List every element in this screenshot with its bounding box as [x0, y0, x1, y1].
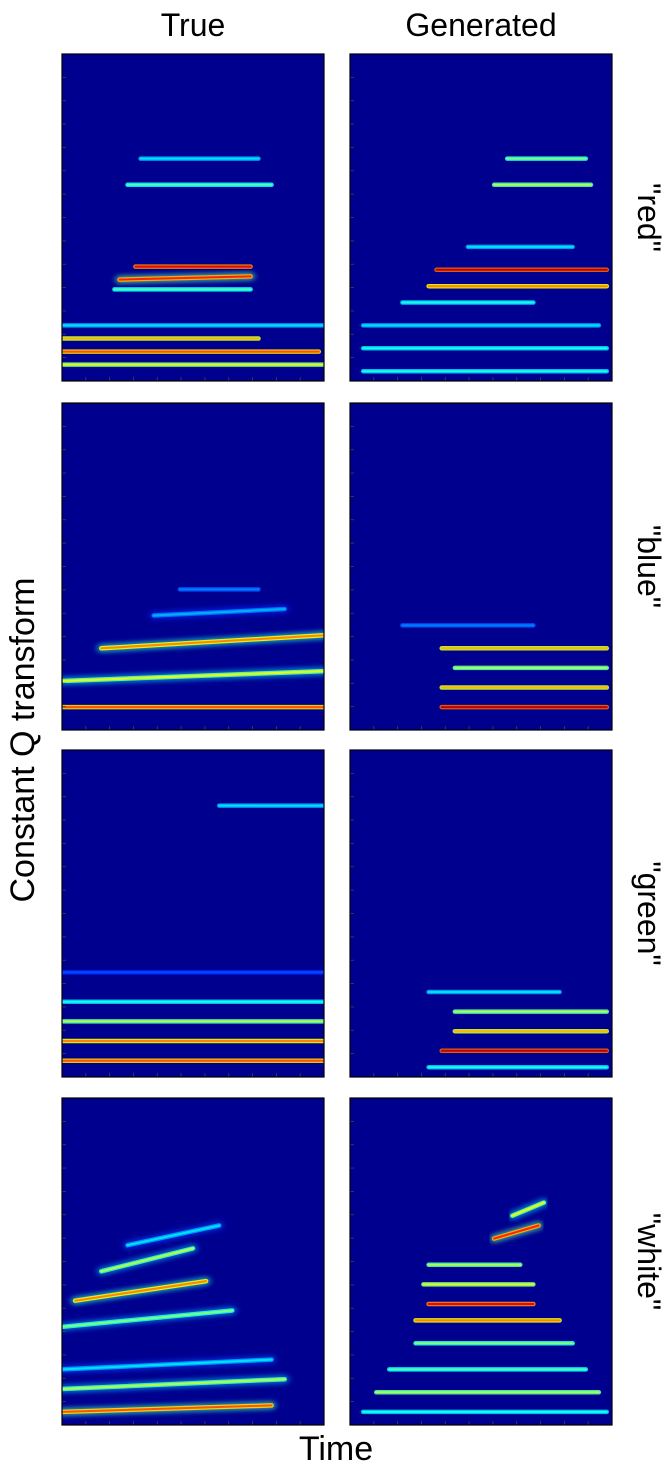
- panel-ticks: [350, 772, 589, 1077]
- panel-white-generated: [349, 1097, 613, 1426]
- y-axis-label: Constant Q transform: [4, 577, 42, 902]
- panel-white-true: [61, 1097, 325, 1426]
- spectral-band: [507, 1198, 549, 1221]
- panel-frame: [349, 1097, 613, 1426]
- spectral-band: [70, 1276, 211, 1306]
- spectral-band: [62, 1355, 277, 1374]
- panel-background: [62, 750, 324, 1077]
- spectral-band: [62, 1400, 277, 1417]
- panel-frame: [61, 1097, 325, 1426]
- panel-bands: [358, 1198, 612, 1417]
- panel-background: [350, 54, 612, 381]
- panel-bands: [62, 154, 324, 370]
- spectral-band: [149, 604, 290, 620]
- column-titles: True Generated: [161, 7, 557, 43]
- panel-ticks: [350, 425, 589, 730]
- panel-blue-generated: [349, 402, 613, 731]
- spectral-band: [62, 666, 324, 686]
- panel-blue-true: [61, 402, 325, 731]
- column-title-generated: Generated: [405, 7, 556, 43]
- panel-background: [350, 403, 612, 730]
- x-axis-label: Time: [299, 1430, 373, 1468]
- row-label-red: "red": [631, 183, 667, 252]
- spectral-band: [62, 1306, 237, 1332]
- panel-ticks: [350, 1120, 589, 1425]
- panel-ticks: [62, 425, 301, 730]
- panel-bands: [62, 801, 324, 1066]
- panels: [61, 53, 613, 1426]
- panel-frame: [61, 402, 325, 731]
- panel-red-true: [61, 53, 325, 382]
- row-label-green: "green": [631, 861, 667, 966]
- panel-green-true: [61, 749, 325, 1078]
- column-title-true: True: [161, 7, 226, 43]
- panel-ticks: [62, 772, 301, 1077]
- spectral-band: [62, 1374, 290, 1394]
- panel-bands: [358, 154, 612, 376]
- spectral-band: [123, 1221, 224, 1250]
- panel-ticks: [350, 76, 589, 381]
- panel-frame: [61, 749, 325, 1078]
- row-labels: "red" "blue" "green" "white": [631, 183, 667, 1310]
- spectral-band: [115, 271, 256, 285]
- panel-red-generated: [349, 53, 613, 382]
- panel-frame: [61, 53, 325, 382]
- spectral-band: [96, 630, 324, 653]
- panel-bands: [424, 987, 612, 1072]
- panel-bands: [62, 584, 324, 712]
- spectral-band: [489, 1221, 544, 1244]
- row-label-blue: "blue": [631, 525, 667, 608]
- panel-background: [350, 750, 612, 1077]
- panel-green-generated: [349, 749, 613, 1078]
- panel-frame: [349, 53, 613, 382]
- panel-frame: [349, 402, 613, 731]
- row-label-white: "white": [631, 1213, 667, 1310]
- panel-ticks: [62, 76, 301, 381]
- panel-bands: [397, 620, 612, 712]
- panel-bands: [62, 1221, 290, 1417]
- panel-background: [62, 54, 324, 381]
- spectral-band: [96, 1243, 198, 1276]
- panel-ticks: [62, 1120, 301, 1425]
- panel-frame: [349, 749, 613, 1078]
